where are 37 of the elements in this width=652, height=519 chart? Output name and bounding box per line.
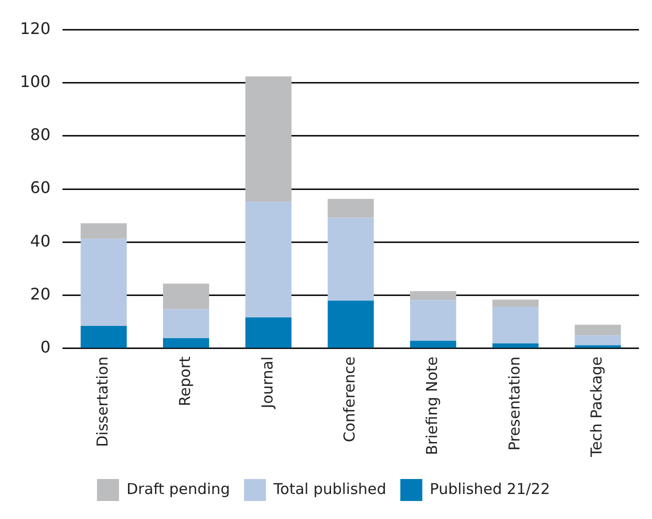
legend-label: Draft pending [126,480,230,498]
y-tick-label: 80 [30,125,51,144]
bar [492,300,539,308]
y-tick-label: 60 [30,178,51,198]
bar [328,218,374,301]
bar [163,309,210,338]
bar [328,300,374,348]
bar [410,340,456,348]
bar [492,307,539,344]
bar [492,343,539,348]
x-tick-label: Dissertation [94,356,112,448]
x-tick-label: Conference [340,356,359,442]
bar [328,198,374,218]
legend-label: Total published [272,480,386,498]
bar [245,317,292,348]
x-tick-label: Briefing Note [423,356,442,456]
bar [80,326,127,348]
x-tick-label: Presentation [505,356,524,451]
bar [80,238,127,326]
x-tick-label: Report [176,356,194,406]
y-tick-label: 0 [40,338,51,357]
bar [80,223,127,239]
y-tick-label: 100 [20,72,51,91]
bar [574,324,621,336]
y-tick-label: 40 [30,231,51,250]
bar [245,202,292,318]
bar [245,76,292,202]
legend-label: Published 21/22 [430,480,550,498]
x-tick-label: Journal [258,356,276,410]
bar [410,291,456,300]
y-tick-label: 120 [20,18,51,38]
bar [163,338,210,348]
x-tick-label: Tech Package [588,356,606,458]
bar [163,284,210,310]
bar [410,300,456,341]
y-tick-label: 20 [30,284,51,304]
bar [574,335,621,346]
